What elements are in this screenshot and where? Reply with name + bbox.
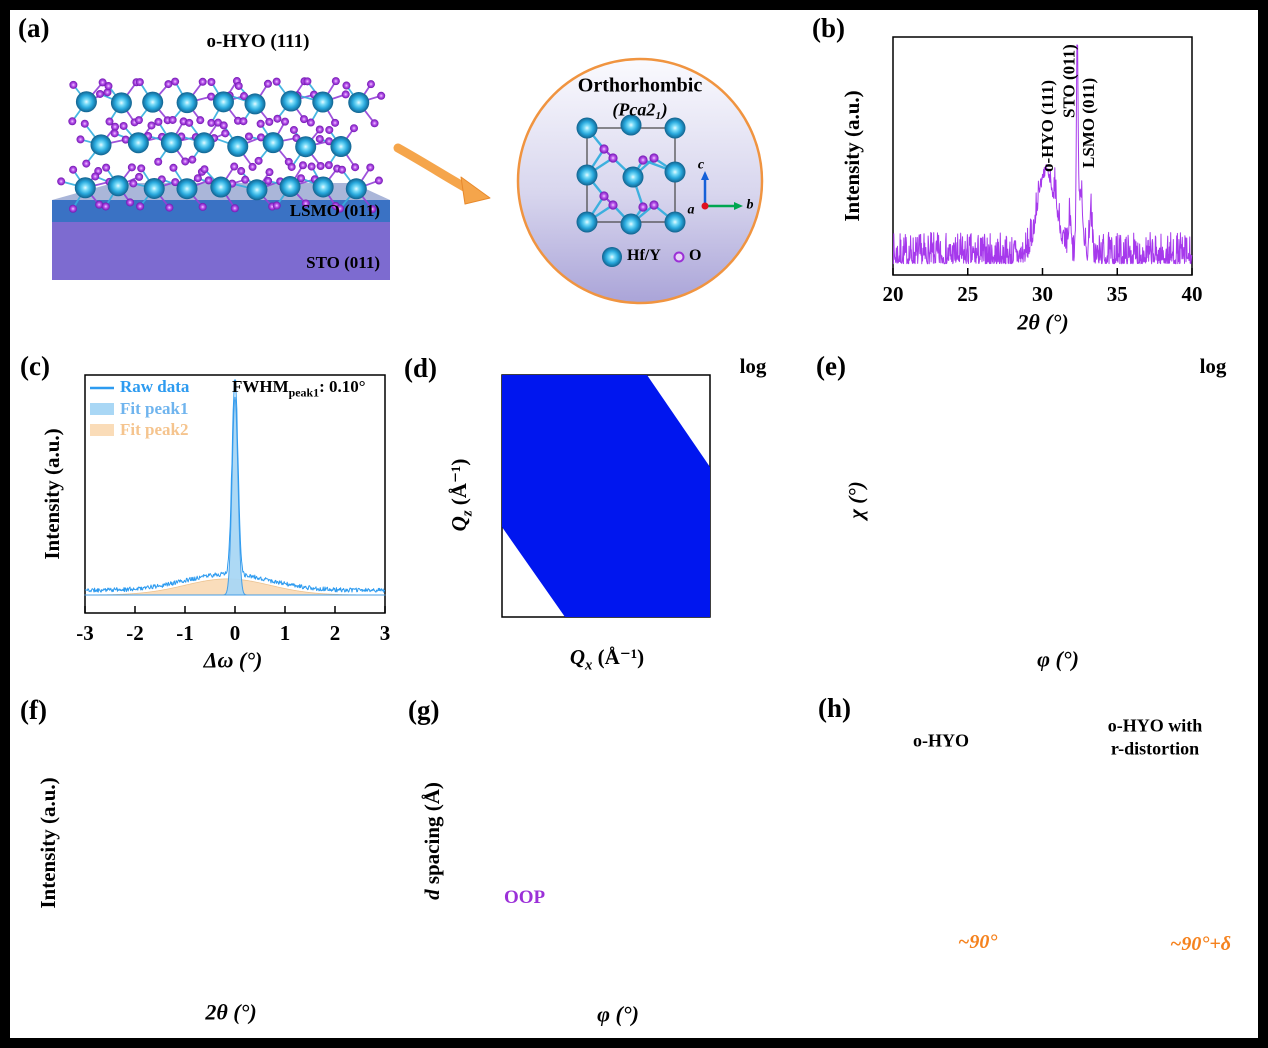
panel-a-letter: (a) [18,13,50,43]
svg-text:3: 3 [380,621,391,645]
h-left-title: o-HYO [913,730,969,751]
inset-subtitle: (Pca2₁) [612,99,668,120]
f-ylabel: Intensity (a.u.) [35,777,60,909]
svg-text:LSMO (011): LSMO (011) [1079,78,1098,168]
h-right-title-line2: r-distortion [1110,738,1200,759]
panel-c-letter: (c) [20,351,50,381]
c-legend-fit2: Fit peak2 [120,420,189,439]
svg-text:25: 25 [957,282,978,306]
svg-text:30: 30 [1032,282,1053,306]
g-xlabel: φ (°) [597,1001,639,1027]
c-ylabel: Intensity (a.u.) [39,428,64,560]
layer-label-sto: STO (011) [306,253,380,272]
legend-o-label: O [689,247,702,264]
panel-f-letter: (f) [20,695,47,725]
legend-hfy-label: Hf/Y [627,247,661,264]
film-title: o-HYO (111) [206,31,310,53]
e-radial-label: χ (°) [843,481,868,519]
panel-h-letter: (h) [818,693,851,723]
e-colorbar-title: log [1199,353,1227,378]
c-legend-raw: Raw data [120,377,190,396]
svg-text:o-HYO (111): o-HYO (111) [1038,80,1057,172]
g-oop-label: OOP [504,887,546,908]
d-ylabel: Qz (Å⁻¹) [447,458,476,532]
b-xlabel: 2θ (°) [1017,309,1069,335]
d-colorbar-title: log [739,353,767,378]
f-xlabel: 2θ (°) [205,999,257,1025]
svg-text:40: 40 [1182,282,1203,306]
b-ylabel: Intensity (a.u.) [839,90,864,222]
svg-text:-2: -2 [126,621,144,645]
panel-g-letter: (g) [408,695,440,725]
h-right-title-line1: o-HYO with [1107,715,1203,736]
svg-text:1: 1 [280,621,291,645]
h-right-angle: ~90°+δ [1170,933,1232,955]
svg-text:20: 20 [883,282,904,306]
svg-text:0: 0 [230,621,241,645]
panel-d-letter: (d) [404,353,437,383]
axis-a-label: a [687,202,695,218]
svg-text:STO (011): STO (011) [1059,44,1078,118]
svg-text:-3: -3 [76,621,94,645]
svg-text:2: 2 [330,621,341,645]
h-left-angle: ~90° [958,931,998,953]
c-legend-fit1: Fit peak1 [120,399,189,418]
axis-b-label: b [746,197,754,213]
c-xlabel: Δω (°) [203,647,263,673]
e-xlabel: φ (°) [1037,646,1079,672]
layer-label-lsmo: LSMO (011) [289,201,380,220]
panel-b-letter: (b) [812,13,845,43]
svg-text:-1: -1 [176,621,194,645]
svg-text:35: 35 [1107,282,1128,306]
c-fwhm-annotation: FWHMpeak1: 0.10° [232,377,366,400]
g-ylabel: d spacing (Å) [419,782,444,900]
d-xlabel: Qx (Å⁻¹) [569,645,645,674]
inset-title: Orthorhombic [577,74,703,97]
panel-e-letter: (e) [816,351,846,381]
axis-c-label: c [697,157,705,173]
